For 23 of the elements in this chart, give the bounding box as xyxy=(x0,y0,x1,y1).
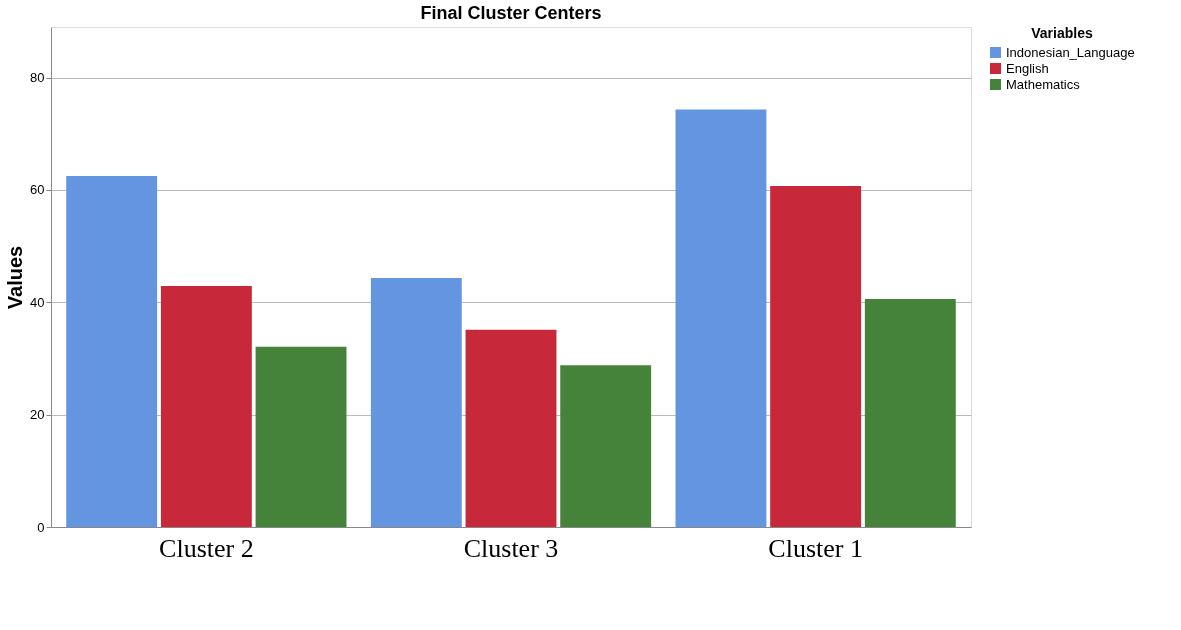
y-axis-title: Values xyxy=(4,245,27,310)
bar xyxy=(770,185,862,527)
bar xyxy=(465,329,557,527)
x-tick-label: Cluster 3 xyxy=(463,533,559,563)
x-tick-label: Cluster 1 xyxy=(768,533,863,563)
x-tick-label: Cluster 2 xyxy=(159,533,254,563)
bar xyxy=(255,346,347,527)
y-tick-label: 0 xyxy=(37,519,45,535)
bar xyxy=(66,175,158,527)
chart-title: Final Cluster Centers xyxy=(420,3,602,23)
bar xyxy=(370,278,462,527)
legend-title: Variables xyxy=(1031,25,1093,41)
bar xyxy=(675,109,767,527)
bar xyxy=(864,298,956,527)
legend-label: Indonesian_Language xyxy=(1006,44,1135,60)
y-tick-label: 40 xyxy=(30,294,45,310)
y-tick-label: 60 xyxy=(30,182,45,198)
y-tick-label: 80 xyxy=(30,70,45,86)
bar xyxy=(560,365,652,527)
bar xyxy=(160,285,252,527)
y-tick-label: 20 xyxy=(30,407,45,423)
legend-label: Mathematics xyxy=(1006,76,1081,92)
legend-label: English xyxy=(1006,60,1049,76)
